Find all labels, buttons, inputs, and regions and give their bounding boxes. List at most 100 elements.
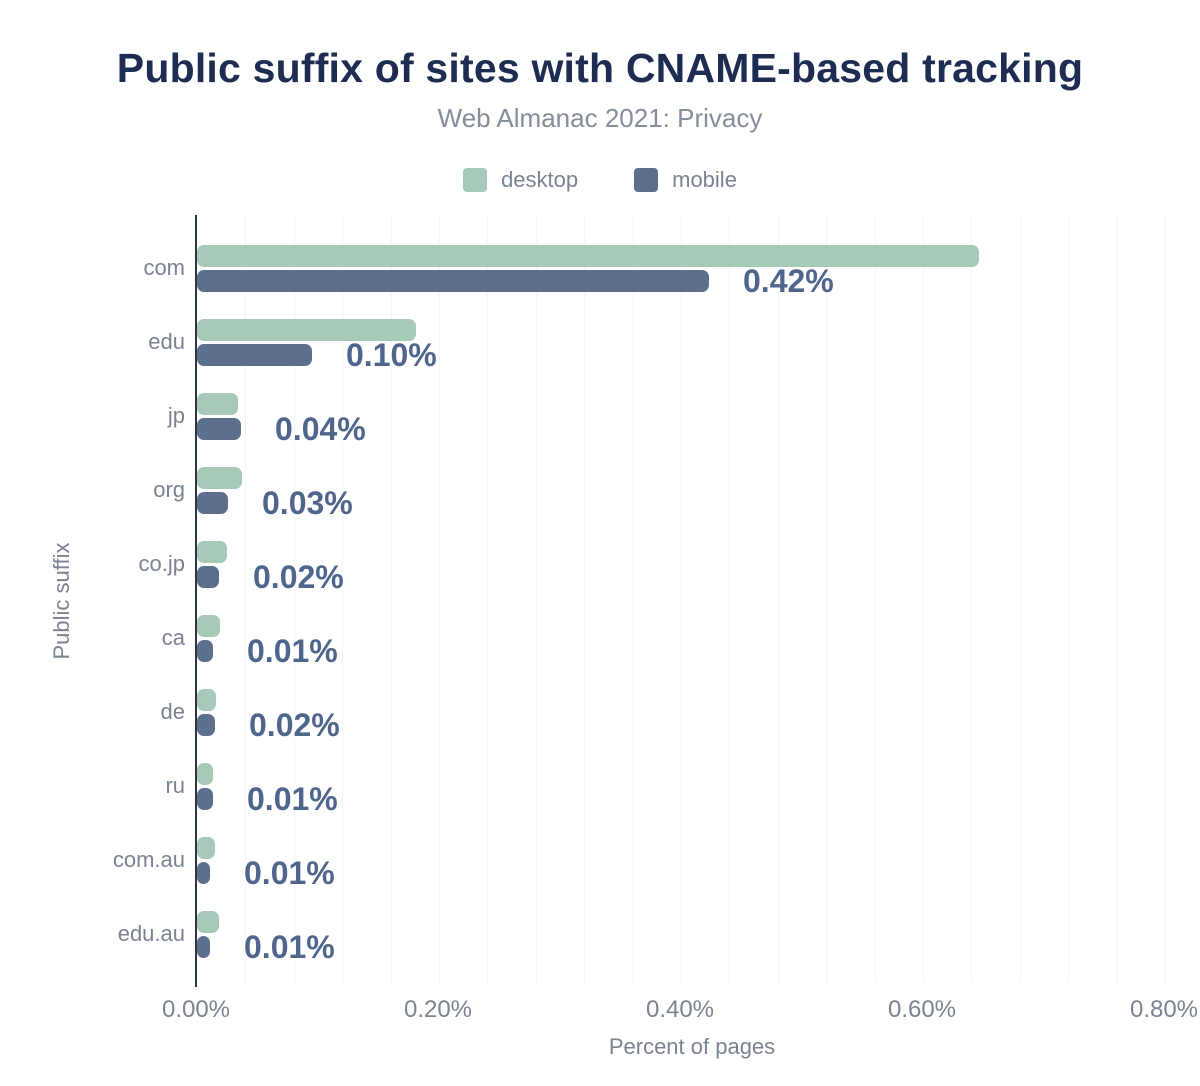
- bar-line-mobile-jp: 0.04%: [197, 410, 1191, 447]
- bar-mobile-org[interactable]: [197, 491, 228, 514]
- category-label-edu: edu: [148, 329, 185, 354]
- bar-line-desktop-jp: [197, 392, 1191, 415]
- gridline: [874, 215, 876, 983]
- gridline: [1116, 215, 1118, 983]
- bar-desktop-ca[interactable]: [197, 614, 220, 637]
- value-label-edu: 0.10%: [346, 336, 437, 373]
- gridline: [1068, 215, 1070, 983]
- legend: desktop mobile: [0, 167, 1200, 193]
- category-label-jp: jp: [167, 403, 185, 428]
- category-label-org: org: [153, 477, 185, 502]
- bar-desktop-jp[interactable]: [197, 392, 238, 415]
- gridline: [826, 215, 828, 983]
- bar-desktop-com.au[interactable]: [197, 836, 215, 859]
- bar-mobile-de[interactable]: [197, 713, 215, 736]
- bar-group-ca: ca 0.01%: [162, 601, 1191, 675]
- chart-title: Public suffix of sites with CNAME-based …: [116, 45, 1084, 91]
- legend-item-desktop: desktop: [463, 167, 578, 193]
- value-label-edu.au: 0.01%: [244, 928, 335, 965]
- gridline: [923, 215, 924, 983]
- bar-line-mobile-com: 0.42%: [197, 262, 1191, 299]
- bar-desktop-co.jp[interactable]: [197, 540, 227, 563]
- gridline: [632, 215, 634, 983]
- value-label-de: 0.02%: [249, 706, 340, 743]
- bar-line-mobile-co.jp: 0.02%: [197, 558, 1191, 595]
- category-label-co.jp: co.jp: [138, 551, 185, 576]
- x-tick-0.80%: 0.80%: [1129, 996, 1199, 1023]
- gridline: [245, 215, 247, 983]
- value-label-co.jp: 0.02%: [253, 558, 344, 595]
- chart-subtitle: Web Almanac 2021: Privacy: [437, 103, 763, 133]
- gridline: [971, 215, 973, 983]
- gridline: [535, 215, 537, 983]
- plot-area: com 0.42% edu 0.10% jp 0.04% org 0.03% co.jp 0.02…: [113, 215, 1191, 987]
- value-label-ca: 0.01%: [247, 632, 338, 669]
- value-label-org: 0.03%: [262, 484, 353, 521]
- bar-group-ru: ru 0.01%: [165, 749, 1191, 823]
- bar-mobile-co.jp[interactable]: [197, 565, 219, 588]
- bar-mobile-com.au[interactable]: [197, 861, 210, 884]
- bar-group-edu: edu 0.10%: [148, 305, 1191, 379]
- gridline: [681, 215, 682, 983]
- legend-swatch-mobile: [634, 168, 659, 192]
- value-label-ru: 0.01%: [247, 780, 338, 817]
- category-label-ru: ru: [165, 773, 185, 798]
- bar-line-mobile-com.au: 0.01%: [197, 854, 1191, 891]
- bar-line-mobile-ca: 0.01%: [197, 632, 1191, 669]
- x-axis-title: Percent of pages: [608, 1034, 776, 1059]
- x-tick-0.00%: 0.00%: [161, 996, 231, 1023]
- bar-group-com: com 0.42%: [143, 231, 1191, 305]
- x-tick-0.20%: 0.20%: [403, 996, 473, 1023]
- legend-label-mobile: mobile: [672, 167, 737, 192]
- bar-group-de: de 0.02%: [161, 675, 1191, 749]
- bar-line-desktop-edu.au: [197, 910, 1191, 933]
- bar-line-desktop-ca: [197, 614, 1191, 637]
- bar-mobile-com[interactable]: [197, 269, 709, 292]
- bar-mobile-edu.au[interactable]: [197, 935, 210, 958]
- value-label-com: 0.42%: [743, 262, 834, 299]
- category-label-de: de: [160, 699, 185, 724]
- value-label-com.au: 0.01%: [244, 854, 335, 891]
- category-label-com.au: com.au: [112, 847, 185, 872]
- legend-item-mobile: mobile: [634, 167, 737, 193]
- gridline: [1165, 215, 1166, 983]
- x-tick-0.60%: 0.60%: [887, 996, 957, 1023]
- bar-group-co.jp: co.jp 0.02%: [139, 527, 1191, 601]
- category-label-ca: ca: [161, 625, 185, 650]
- bar-line-mobile-de: 0.02%: [197, 706, 1191, 743]
- gridline: [777, 215, 779, 983]
- bar-desktop-edu.au[interactable]: [197, 910, 219, 933]
- gridline: [342, 215, 344, 983]
- bar-desktop-de[interactable]: [197, 688, 216, 711]
- bar-line-desktop-org: [197, 466, 1191, 489]
- bar-line-desktop-com: [197, 244, 1191, 267]
- legend-label-desktop: desktop: [501, 167, 579, 192]
- bar-mobile-edu[interactable]: [197, 343, 312, 366]
- bar-line-mobile-edu: 0.10%: [197, 336, 1191, 373]
- bar-mobile-ca[interactable]: [197, 639, 213, 662]
- bar-line-desktop-de: [197, 688, 1191, 711]
- bar-group-jp: jp 0.04%: [168, 379, 1191, 453]
- bar-line-desktop-ru: [197, 762, 1191, 785]
- gridline: [1019, 215, 1021, 983]
- bar-desktop-ru[interactable]: [197, 762, 213, 785]
- gridline: [584, 215, 586, 983]
- bar-desktop-edu[interactable]: [197, 318, 416, 341]
- gridline: [293, 215, 295, 983]
- bar-line-mobile-ru: 0.01%: [197, 780, 1191, 817]
- bar-desktop-com[interactable]: [197, 244, 979, 267]
- bar-mobile-jp[interactable]: [197, 417, 241, 440]
- value-label-jp: 0.04%: [275, 410, 366, 447]
- x-axis-ticks: 0.00% 0.20% 0.40% 0.60% 0.80%: [0, 996, 1200, 1026]
- bar-group-org: org 0.03%: [153, 453, 1191, 527]
- bar-line-mobile-org: 0.03%: [197, 484, 1191, 521]
- bar-rows: com 0.42% edu 0.10% jp 0.04% org 0.03% co.jp 0.02…: [113, 215, 1191, 971]
- bar-line-desktop-com.au: [197, 836, 1191, 859]
- bar-mobile-ru[interactable]: [197, 787, 213, 810]
- y-axis-title: Public suffix: [49, 542, 74, 660]
- gridline: [487, 215, 489, 983]
- gridline: [729, 215, 731, 983]
- bar-group-edu.au: edu.au 0.01%: [118, 897, 1191, 971]
- bar-desktop-org[interactable]: [197, 466, 242, 489]
